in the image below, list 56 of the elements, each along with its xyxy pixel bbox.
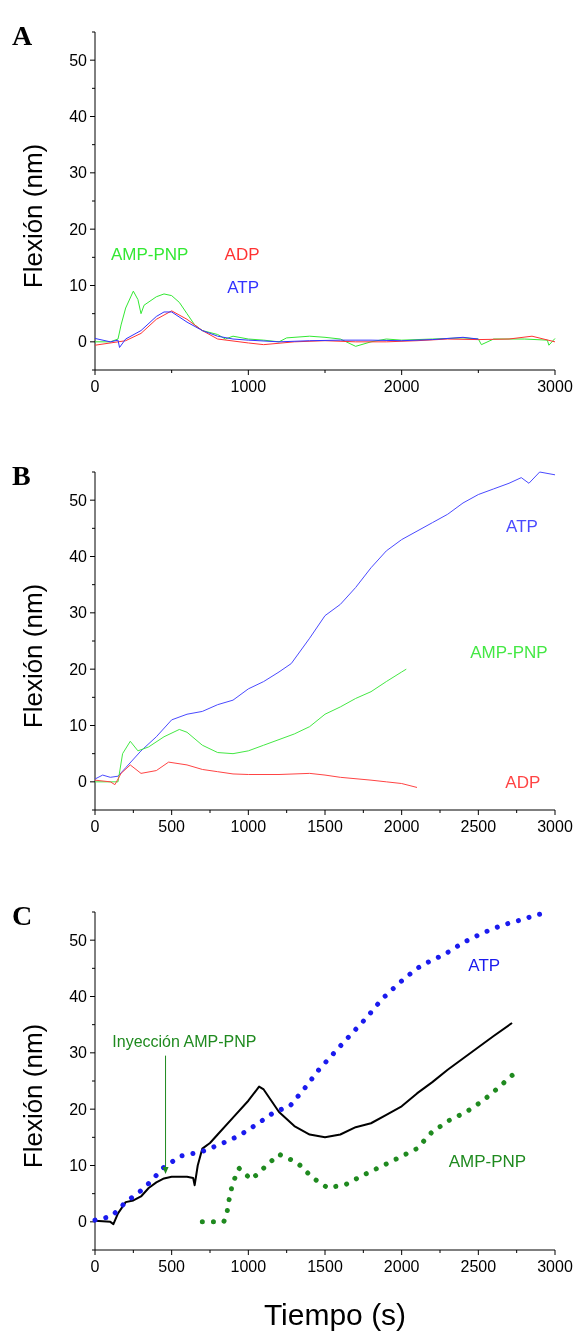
y-axis-title: Flexión (nm) — [18, 583, 48, 729]
series-label: AMP-PNP — [448, 1152, 527, 1172]
y-tick-label: 20 — [69, 1100, 88, 1118]
y-tick-label: 30 — [69, 604, 88, 622]
x-tick-label: 0 — [90, 818, 100, 835]
y-tick-label: 40 — [69, 548, 88, 566]
x-tick-label: 0 — [90, 1258, 100, 1275]
text: ADP — [505, 773, 541, 793]
y-tick-label: 30 — [69, 164, 88, 182]
line-series — [94, 761, 418, 788]
y-tick-label: 20 — [69, 660, 88, 678]
y-axis-title: Flexión (nm) — [18, 143, 48, 289]
x-tick-label: 2000 — [383, 818, 420, 835]
y-tick-label: 50 — [69, 931, 88, 949]
y-tick-label: 30 — [69, 1044, 88, 1062]
y-tick-label: 40 — [69, 988, 88, 1006]
text: ATP — [227, 277, 259, 297]
y-tick-label: 10 — [69, 277, 88, 295]
line-series — [94, 310, 556, 346]
y-tick-label: 40 — [69, 108, 88, 126]
text: AMP-PNP — [110, 244, 189, 264]
x-tick-label: 1000 — [230, 378, 267, 395]
y-tick-label: 20 — [69, 220, 88, 238]
x-tick-label: 2500 — [460, 1258, 497, 1275]
series-label: ATP — [468, 956, 501, 976]
x-tick-label: 0 — [90, 378, 100, 395]
y-tick-label: 10 — [69, 717, 88, 735]
chart-title: B — [12, 460, 31, 491]
y-tick-label: 50 — [69, 491, 88, 509]
line-series — [94, 668, 407, 783]
x-tick-label: 1500 — [307, 818, 343, 835]
y-tick-label: 0 — [78, 333, 88, 351]
line-series — [94, 311, 479, 348]
y-axis-title: Flexión (nm) — [18, 1023, 48, 1169]
x-tick-label: 500 — [158, 1258, 186, 1275]
y-tick-label: 50 — [69, 51, 88, 69]
x-tick-label: 2500 — [460, 818, 497, 835]
text: ADP — [224, 244, 260, 264]
x-tick-label: 1500 — [307, 1258, 343, 1275]
y-tick-label: 0 — [78, 773, 88, 791]
chart-title: C — [12, 900, 33, 931]
x-axis-title: Tiempo (s) — [263, 1298, 407, 1331]
x-tick-label: 1000 — [230, 1258, 267, 1275]
chart-title: A — [12, 20, 33, 51]
x-tick-label: 3000 — [537, 378, 573, 395]
x-tick-label: 3000 — [537, 818, 573, 835]
annotation: Inyección AMP-PNP — [112, 1033, 257, 1051]
y-tick-label: 0 — [78, 1213, 88, 1231]
x-tick-label: 2000 — [383, 378, 420, 395]
text: AMP-PNP — [470, 643, 548, 663]
y-tick-label: 10 — [69, 1157, 88, 1175]
x-tick-label: 500 — [158, 818, 186, 835]
series-label: ATP — [506, 516, 538, 536]
x-tick-label: 2000 — [383, 1258, 420, 1275]
x-tick-label: 3000 — [537, 1258, 573, 1275]
x-tick-label: 1000 — [230, 818, 267, 835]
